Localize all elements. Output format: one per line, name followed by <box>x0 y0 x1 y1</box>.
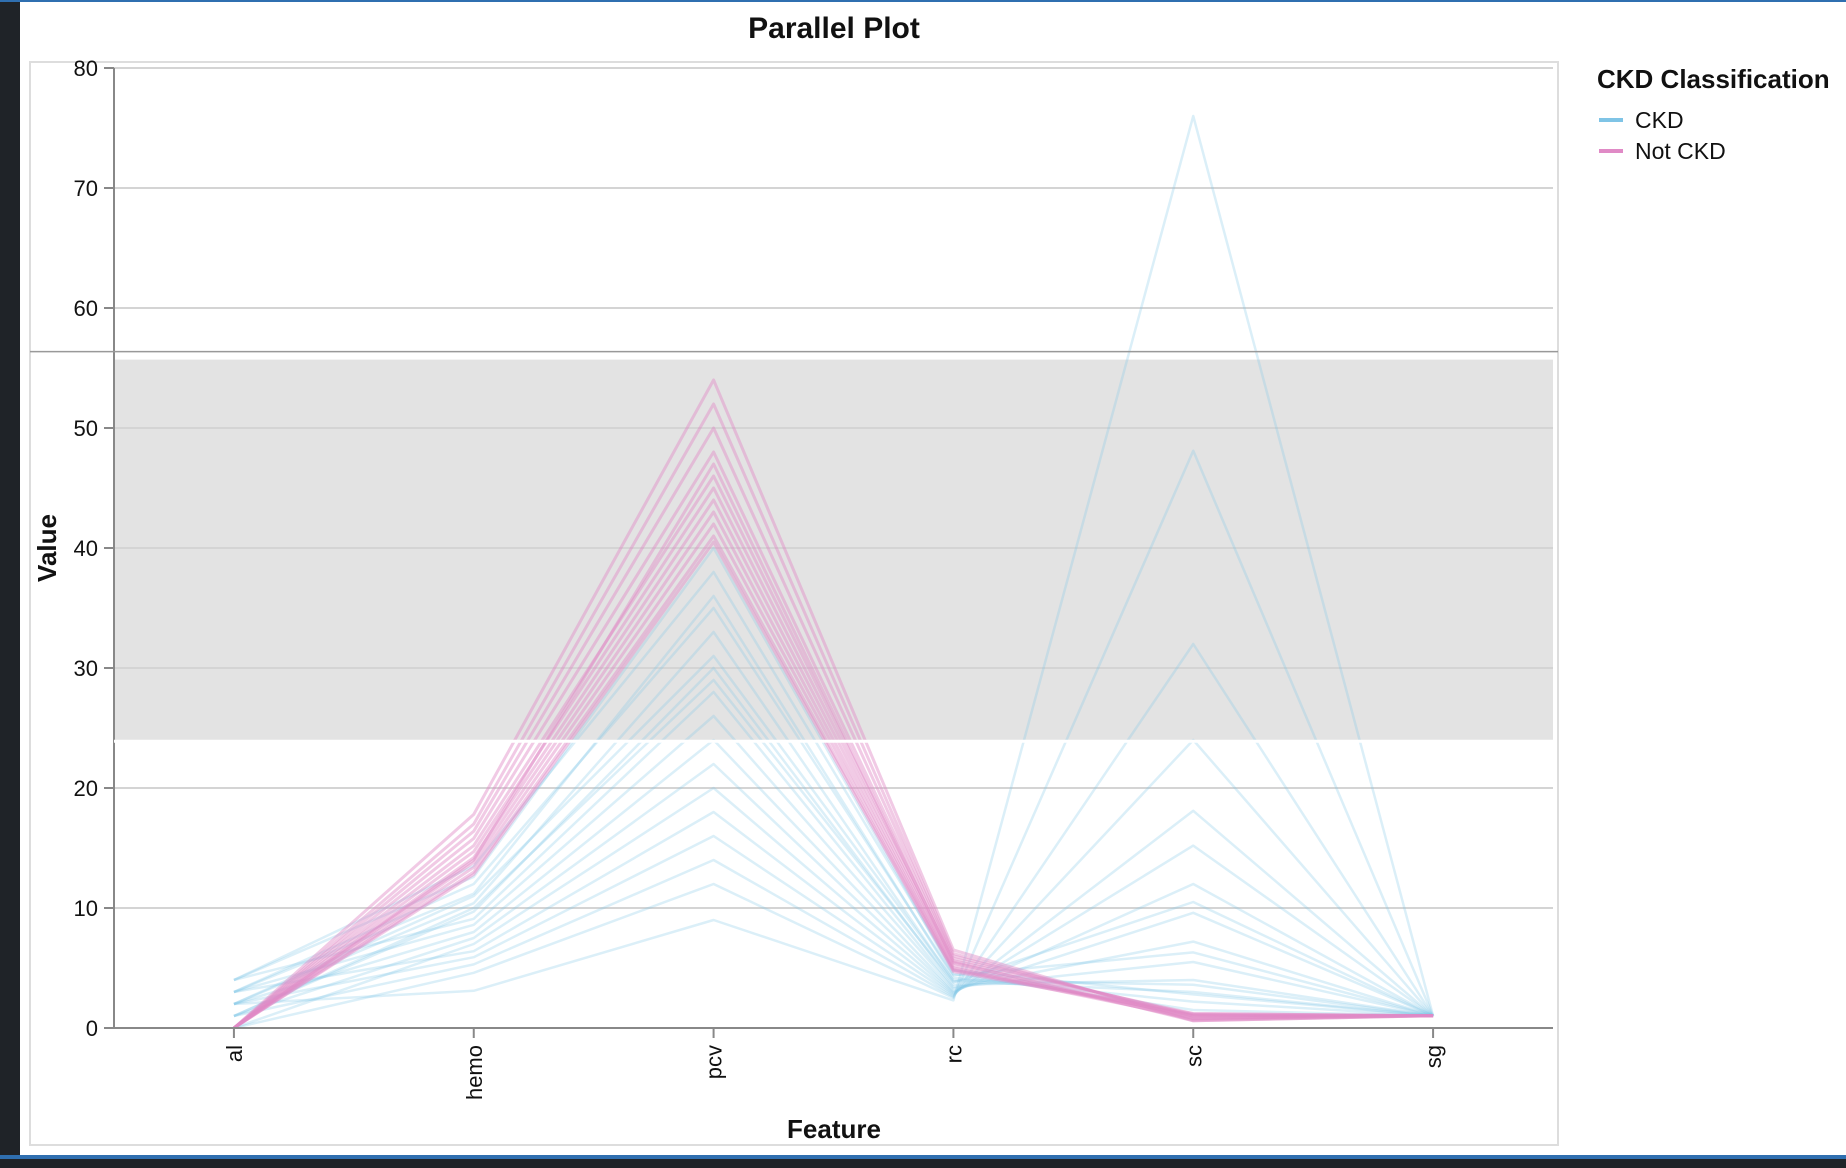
series-line-not-ckd <box>233 474 1434 1030</box>
series-line-ckd <box>233 642 1435 1018</box>
y-tick-label: 20 <box>74 776 98 801</box>
series-line-ckd <box>233 738 1434 1017</box>
x-axis-title: Feature <box>787 1114 881 1144</box>
x-tick-label-sc: sc <box>1181 1045 1206 1067</box>
x-tick-label-hemo: hemo <box>462 1045 487 1100</box>
series-line-not-ckd <box>233 534 1434 1030</box>
series-line-ckd <box>233 449 1435 1030</box>
y-tick-label: 30 <box>74 656 98 681</box>
window-top-border <box>0 0 1846 2</box>
series-line-ckd <box>233 762 1434 1018</box>
legend-title: CKD Classification <box>1597 64 1830 94</box>
y-tick-label: 10 <box>74 896 98 921</box>
series-line-not-ckd <box>232 402 1434 1030</box>
series-line-ckd <box>233 666 1434 1018</box>
series-line-not-ckd <box>233 462 1434 1030</box>
series-line-ckd <box>233 606 1434 1018</box>
series-line-ckd <box>233 114 1435 1017</box>
series-line-not-ckd <box>233 540 1434 1030</box>
y-tick-label: 50 <box>74 416 98 441</box>
window-bottom-border <box>0 1155 1846 1159</box>
y-tick-label: 0 <box>86 1016 98 1041</box>
y-tick-label: 80 <box>74 56 98 81</box>
series-line-ckd <box>233 786 1434 1030</box>
data-lines <box>232 114 1435 1030</box>
series-line-ckd <box>233 570 1434 1018</box>
y-tick-label: 60 <box>74 296 98 321</box>
series-line-ckd <box>233 654 1434 1018</box>
series-line-ckd <box>233 594 1434 1018</box>
y-tick-label: 70 <box>74 176 98 201</box>
series-line-ckd <box>233 630 1434 1018</box>
series-line-not-ckd <box>232 450 1434 1030</box>
x-tick-label-sg: sg <box>1421 1045 1446 1068</box>
series-line-not-ckd <box>232 378 1434 1030</box>
series-line-not-ckd <box>233 486 1434 1030</box>
legend-item-not-ckd[interactable]: Not CKD <box>1599 138 1726 164</box>
legend: CKD Classification CKD Not CKD <box>1597 64 1830 164</box>
series-line-ckd <box>233 714 1434 1018</box>
legend-label-ckd: CKD <box>1635 107 1684 133</box>
x-tick-label-pcv: pcv <box>702 1045 727 1079</box>
legend-item-ckd[interactable]: CKD <box>1599 107 1684 133</box>
series-line-not-ckd <box>232 426 1434 1030</box>
x-tick-label-al: al <box>222 1045 247 1062</box>
series-line-ckd <box>233 738 1435 1017</box>
legend-label-not-ckd: Not CKD <box>1635 138 1726 164</box>
series-line-ckd <box>233 546 1434 1018</box>
grid-lines <box>114 67 1553 1029</box>
series-line-not-ckd <box>233 522 1434 1030</box>
series-line-ckd <box>233 690 1434 1018</box>
axes: 0 10 20 30 40 50 60 70 80 al hemo pcv rc sc sg <box>74 56 1553 1100</box>
series-line-ckd <box>233 809 1434 1017</box>
y-axis-title: Value <box>32 514 62 582</box>
brush-selection[interactable] <box>114 359 1553 742</box>
x-tick-label-rc: rc <box>941 1045 966 1063</box>
y-tick-label: 40 <box>74 536 98 561</box>
series-line-not-ckd <box>233 498 1434 1030</box>
chart-title: Parallel Plot <box>748 12 920 45</box>
series-line-ckd <box>233 678 1434 1018</box>
plot-view-border <box>29 61 1559 1146</box>
